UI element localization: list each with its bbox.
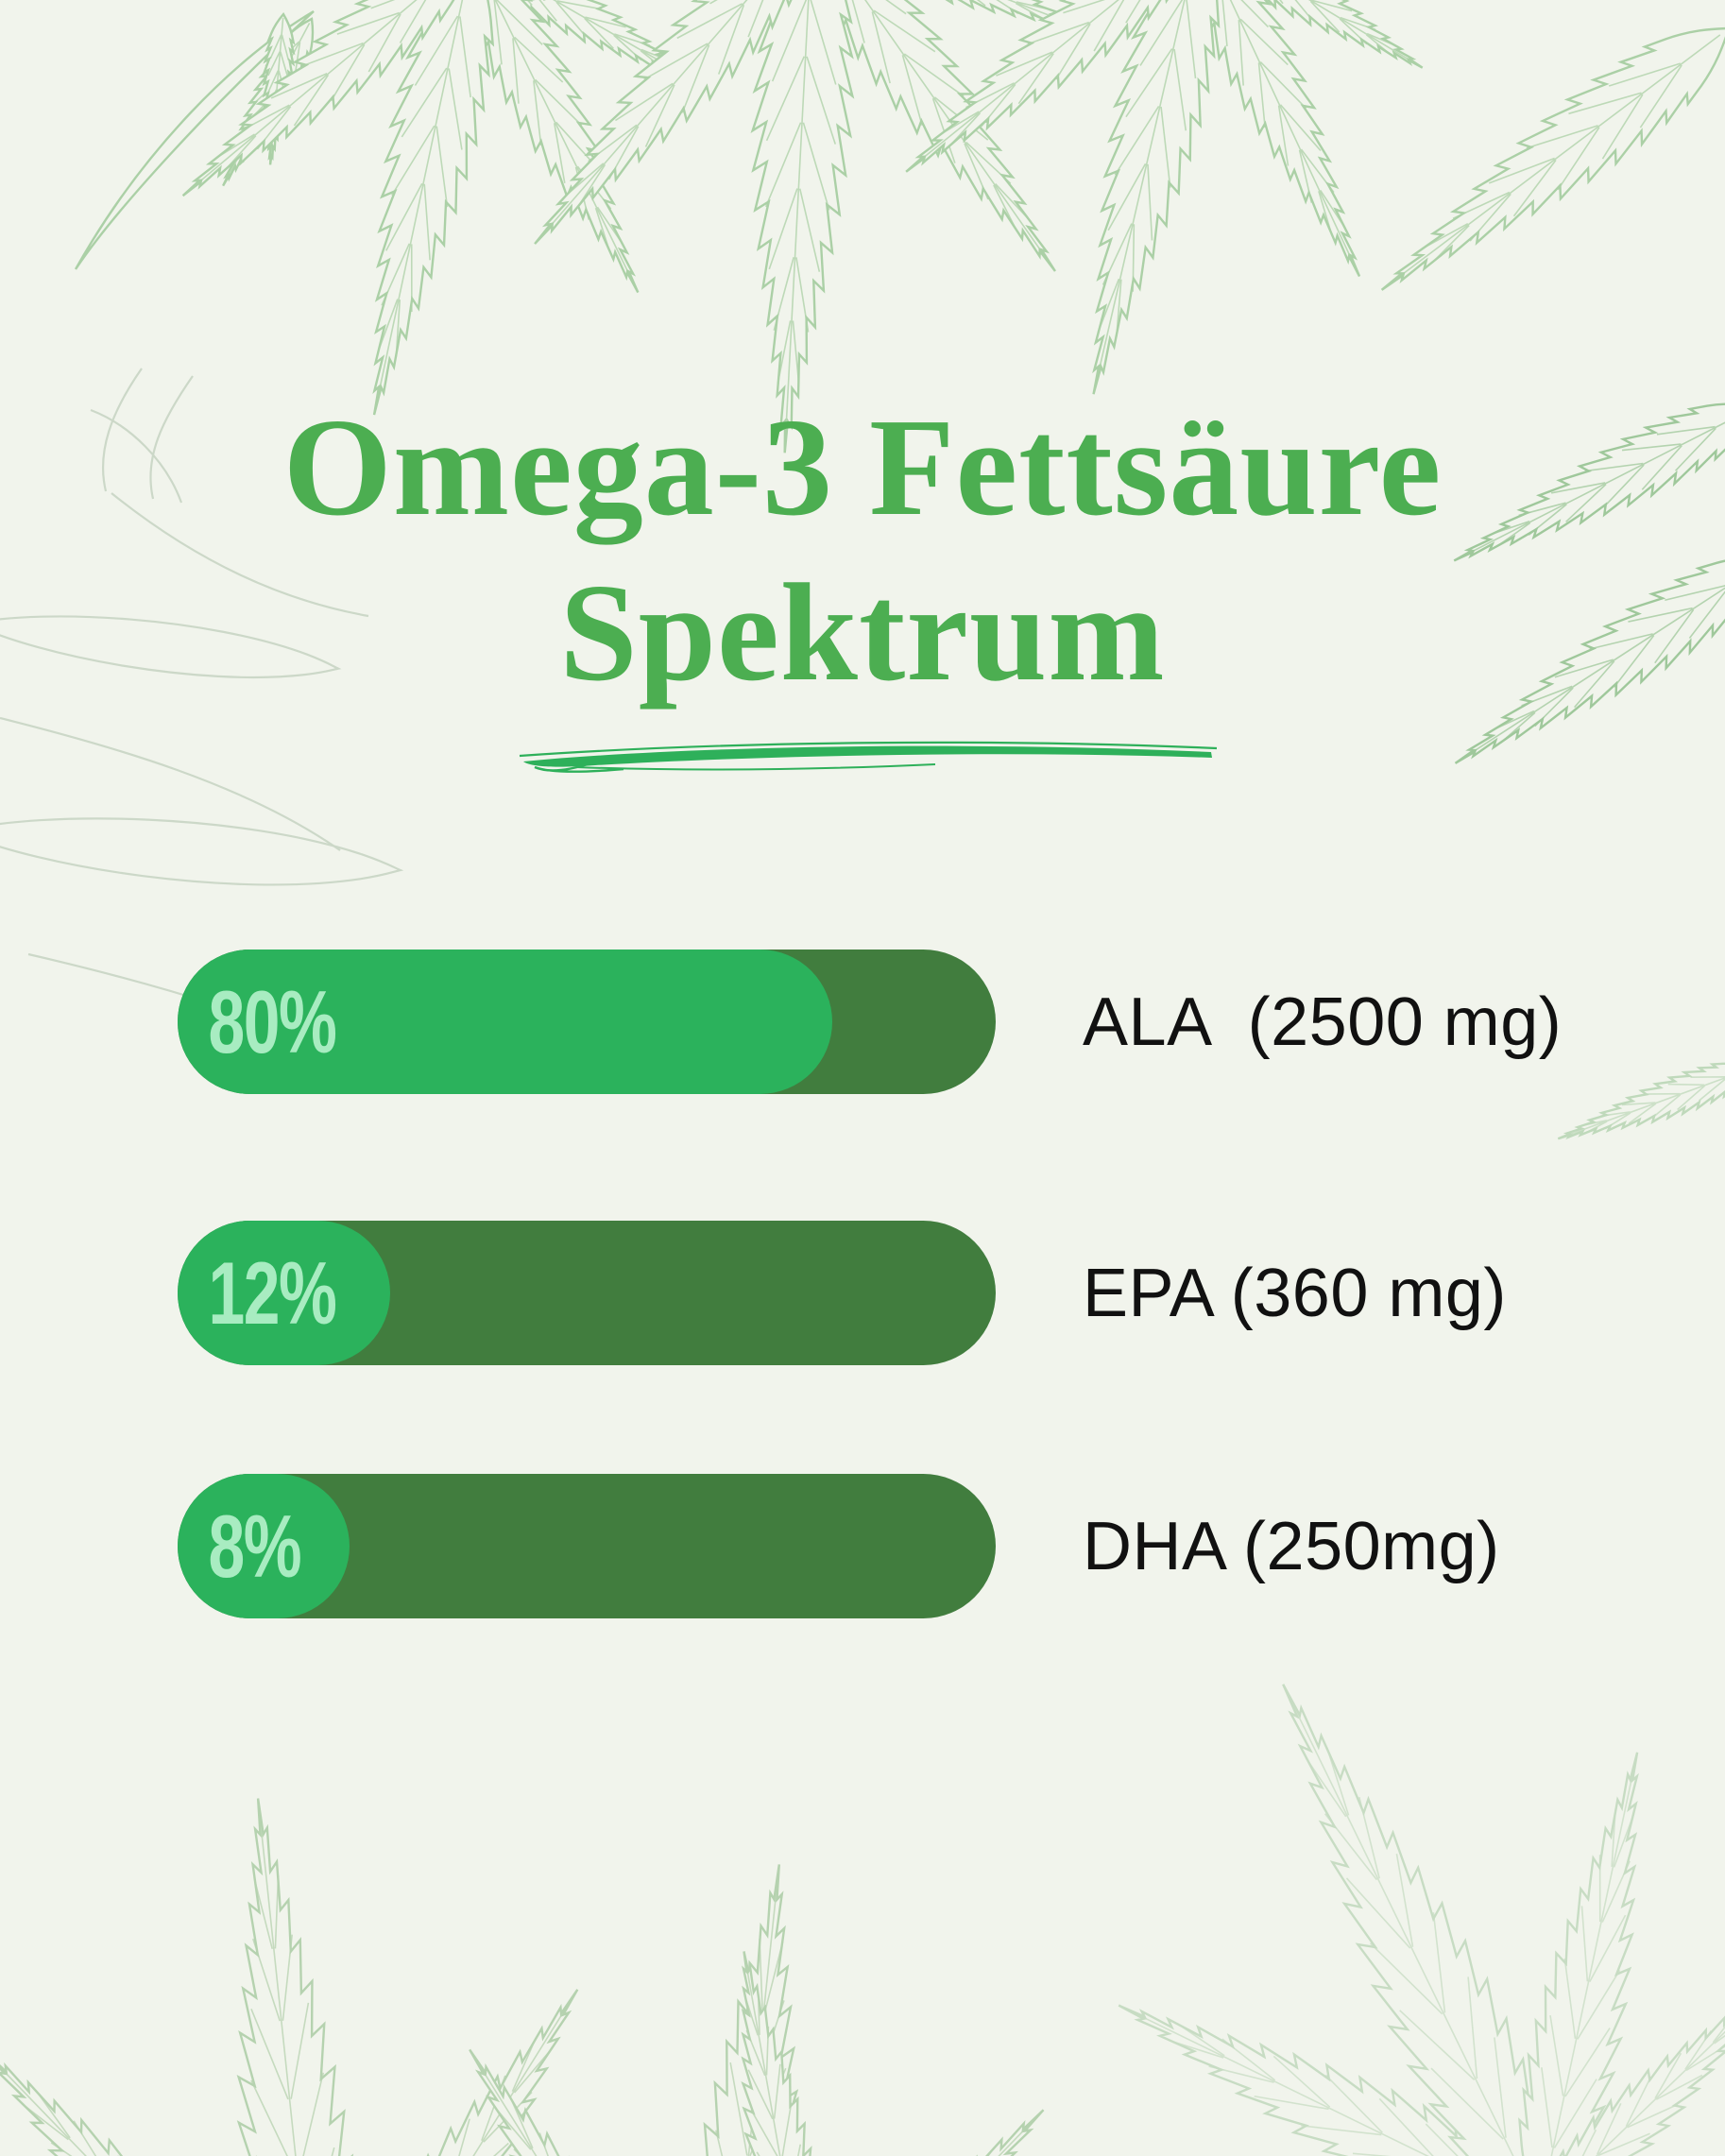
bar-value-label-epa: 12% [208,1242,337,1343]
bar-track-dha: 8% [178,1474,996,1618]
hemp-leaf-icon [993,1543,1725,2156]
bar-row-epa: 12% EPA (360 mg) [178,1221,1725,1365]
bar-track-ala: 80% [178,950,996,1094]
title-line-2: Spektrum [559,556,1166,710]
hemp-leaf-icon [0,1764,1100,2156]
bar-category-label-epa: EPA (360 mg) [1083,1255,1507,1331]
bar-category-label-ala: ALA (2500 mg) [1083,984,1563,1060]
bar-category-label-dha: DHA (250mg) [1083,1508,1500,1584]
title-underline-stroke [519,741,1218,773]
bar-value-label-dha: 8% [208,1496,302,1596]
bar-row-dha: 8% DHA (250mg) [178,1474,1725,1618]
bar-value-label-ala: 80% [208,971,337,1071]
title-line-1: Omega-3 Fettsäure [282,390,1443,545]
bar-fill-dha: 8% [178,1474,350,1618]
bar-track-epa: 12% [178,1221,996,1365]
bar-fill-ala: 80% [178,950,832,1094]
hemp-leaf-icon [76,0,1725,469]
page-title: Omega-3 Fettsäure Spektrum [0,385,1725,716]
bar-row-ala: 80% ALA (2500 mg) [178,950,1725,1094]
bar-fill-epa: 12% [178,1221,391,1365]
